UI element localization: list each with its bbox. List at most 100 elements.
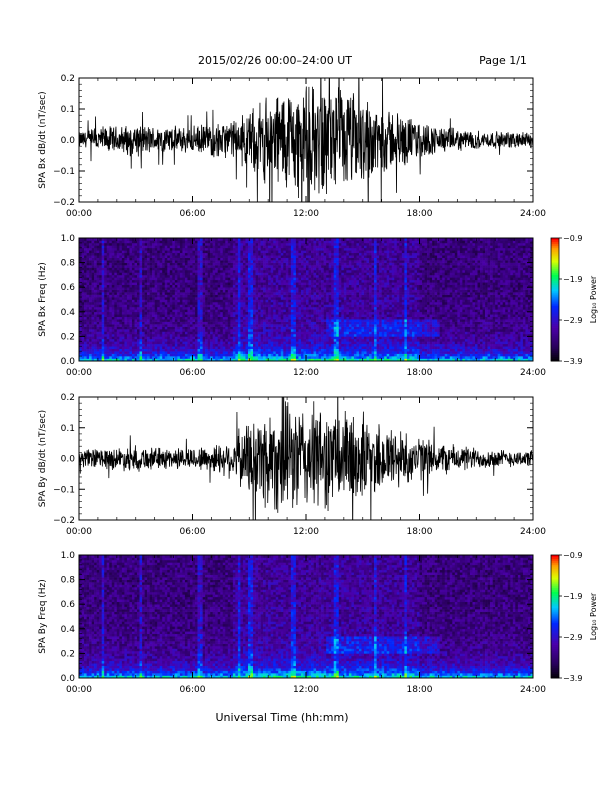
heatmap-cell <box>260 247 264 251</box>
heatmap-cell <box>137 274 140 278</box>
heatmap-cell <box>79 250 82 254</box>
heatmap-cell <box>202 257 206 261</box>
heatmap-cell <box>225 309 229 313</box>
heatmap-cell <box>144 316 148 320</box>
heatmap-cell <box>124 287 128 290</box>
heatmap-cell <box>137 346 140 349</box>
heatmap-cell <box>129 346 133 349</box>
heatmap-cell <box>278 316 282 320</box>
heatmap-cell <box>174 279 178 283</box>
heatmap-cell <box>215 252 219 256</box>
heatmap-cell <box>159 238 163 241</box>
heatmap-cell <box>119 277 123 281</box>
heatmap-cell <box>230 287 234 290</box>
heatmap-cell <box>89 250 92 254</box>
heatmap-cell <box>172 257 176 261</box>
heatmap-cell <box>311 297 314 300</box>
heatmap-cell <box>159 292 163 295</box>
heatmap-cell <box>232 331 236 335</box>
heatmap-cell <box>212 309 216 313</box>
heatmap-cell <box>91 255 95 258</box>
heatmap-cell <box>295 331 299 335</box>
heatmap-cell <box>258 255 261 258</box>
heatmap-cell <box>283 277 287 281</box>
heatmap-cell <box>207 304 211 308</box>
heatmap-cell <box>235 306 239 310</box>
heatmap-cell <box>202 304 206 308</box>
heatmap-cell <box>109 341 113 345</box>
heatmap-cell <box>184 321 188 325</box>
heatmap-cell <box>89 326 92 330</box>
heatmap-cell <box>227 257 231 261</box>
heatmap-cell <box>255 269 259 273</box>
heatmap-cell <box>164 238 168 241</box>
heatmap-cell <box>195 321 198 325</box>
heatmap-cell <box>157 338 161 342</box>
heatmap-cell <box>174 346 178 349</box>
heatmap-cell <box>278 250 282 254</box>
heatmap-cell <box>260 301 264 305</box>
heatmap-cell <box>131 284 135 288</box>
heatmap-cell <box>124 309 128 313</box>
heatmap-cell <box>119 240 123 244</box>
heatmap-cell <box>139 311 143 315</box>
heatmap-cell <box>106 316 110 320</box>
heatmap-cell <box>86 277 90 281</box>
heatmap-cell <box>283 338 287 342</box>
heatmap-cell <box>111 267 115 271</box>
heatmap-cell <box>159 304 163 308</box>
heatmap-cell <box>232 294 236 298</box>
heatmap-cell <box>288 255 292 258</box>
heatmap-cell <box>308 297 312 300</box>
y-axis-label: SPA Bx dB/dt (nT/sec) <box>38 91 48 188</box>
heatmap-cell <box>220 341 224 345</box>
heatmap-cell <box>240 255 244 258</box>
heatmap-cell <box>237 356 241 359</box>
heatmap-cell <box>242 284 246 288</box>
heatmap-cell <box>116 282 120 286</box>
heatmap-cell <box>182 250 186 254</box>
heatmap-cell <box>139 250 143 254</box>
heatmap-cell <box>303 267 307 271</box>
heatmap-cell <box>298 269 302 273</box>
heatmap-cell <box>232 333 236 337</box>
heatmap-cell <box>220 311 224 315</box>
heatmap-cell <box>197 356 201 359</box>
heatmap-cell <box>104 257 108 261</box>
heatmap-cell <box>295 250 299 254</box>
heatmap-cell <box>89 274 92 278</box>
heatmap-cell <box>268 358 271 361</box>
heatmap-cell <box>184 299 188 303</box>
heatmap-cell <box>316 247 319 251</box>
heatmap-cell <box>195 343 198 347</box>
heatmap-cell <box>255 329 259 332</box>
heatmap-cell <box>106 329 110 332</box>
heatmap-cell <box>283 272 287 276</box>
heatmap-cell <box>164 260 168 263</box>
heatmap-cell <box>91 348 95 352</box>
heatmap-cell <box>230 333 234 337</box>
heatmap-cell <box>195 279 198 283</box>
heatmap-cell <box>109 311 113 315</box>
heatmap-cell <box>285 287 289 290</box>
heatmap-cell <box>124 277 128 281</box>
heatmap-cell <box>200 255 203 258</box>
heatmap-cell <box>280 306 284 310</box>
heatmap-cell <box>273 356 277 359</box>
heatmap-cell <box>187 262 191 266</box>
heatmap-cell <box>212 346 216 349</box>
heatmap-cell <box>222 358 226 361</box>
heatmap-cell <box>124 333 128 337</box>
heatmap-cell <box>159 316 163 320</box>
heatmap-cell <box>184 277 188 281</box>
heatmap-cell <box>318 301 322 305</box>
heatmap-cell <box>298 252 302 256</box>
heatmap-cell <box>212 304 216 308</box>
heatmap-cell <box>263 250 266 254</box>
heatmap-cell <box>222 247 226 251</box>
heatmap-cell <box>134 319 138 322</box>
heatmap-cell <box>283 292 287 295</box>
heatmap-cell <box>147 267 150 271</box>
heatmap-cell <box>111 292 115 295</box>
heatmap-cell <box>270 277 274 281</box>
